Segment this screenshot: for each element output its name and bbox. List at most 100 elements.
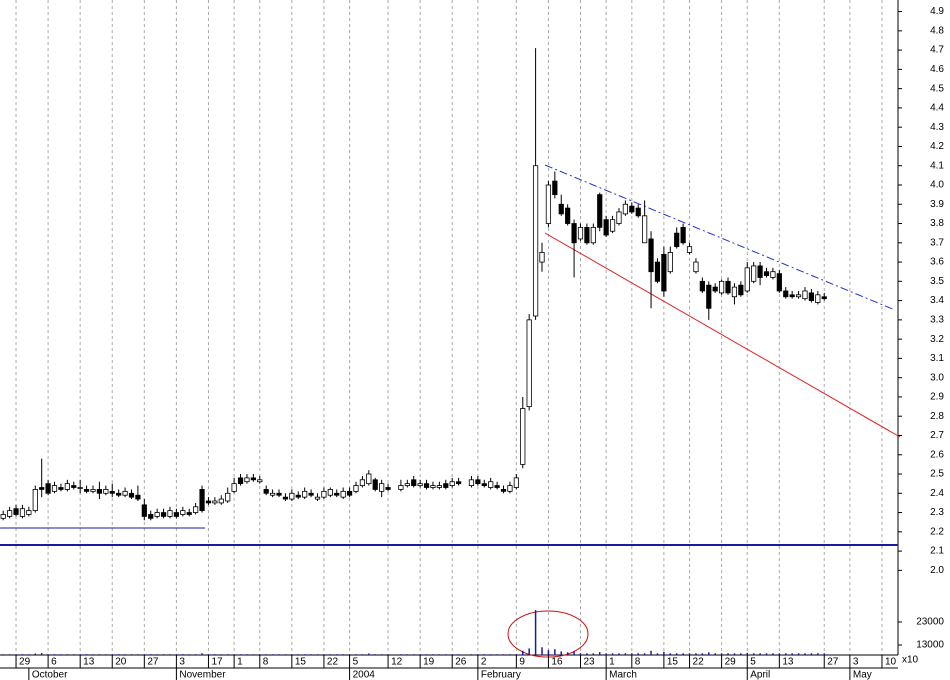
candle-body [699, 280, 705, 292]
candle-body [0, 514, 6, 519]
y-tick-label: 3.3 [930, 315, 944, 326]
candle-body [654, 261, 661, 282]
x-tick-label: 17 [211, 657, 223, 668]
candle-body [686, 246, 693, 253]
grid [15, 0, 883, 655]
candle-body [815, 294, 821, 303]
x-tick-label: 29 [19, 657, 31, 668]
y-tick-label: 3.8 [930, 218, 944, 229]
candle-body [436, 485, 442, 488]
x-tick-label: 5 [353, 657, 359, 668]
candle-body [289, 492, 295, 500]
y-tick-label: 4.8 [930, 25, 944, 36]
y-tick-label: 2.5 [930, 469, 944, 480]
candle-body [520, 408, 526, 465]
candle-body [359, 479, 366, 486]
candle-body [276, 492, 282, 496]
candle-body [282, 496, 289, 500]
x-tick-label: 15 [295, 657, 307, 668]
candle-body [423, 483, 430, 488]
x-tick-label: 3 [853, 657, 859, 668]
candle-body [366, 473, 372, 485]
y-tick-label: 3.4 [930, 295, 944, 306]
y-tick-label: 4.9 [930, 6, 944, 17]
candle-body [327, 489, 333, 496]
upper-trendline [544, 164, 896, 311]
candle-body [757, 265, 763, 278]
volume-tick-label: 23000 [916, 617, 944, 628]
candle-body [712, 286, 718, 292]
candle-body [558, 203, 564, 215]
candle-body [411, 479, 417, 486]
y-tick-label: 2.3 [930, 507, 944, 518]
candle-body [334, 492, 340, 496]
candle-body [308, 492, 314, 496]
x-tick-label: 27 [827, 657, 839, 668]
candle-body [340, 490, 346, 498]
candle-body [45, 483, 51, 494]
volume-tick-label: 13000 [916, 640, 944, 651]
x-tick-label: 9 [519, 657, 525, 668]
candle-body [321, 490, 327, 498]
candle-body [154, 512, 160, 517]
candle-body [32, 489, 38, 512]
candle-body [148, 514, 154, 519]
candle-body [738, 284, 744, 296]
candle-body [19, 508, 26, 517]
candle-body [314, 496, 321, 500]
y-tick-label: 4.0 [930, 180, 944, 191]
candle-body [39, 487, 45, 490]
x-tick-label: 1 [609, 657, 615, 668]
candle-body [193, 506, 199, 513]
candle-body [731, 286, 738, 298]
y-tick-label: 3.9 [930, 199, 944, 210]
candle-body [532, 165, 539, 317]
x-tick-label: 20 [115, 657, 127, 668]
candle-body [64, 483, 70, 490]
candle-body [475, 479, 481, 485]
candle-body [26, 510, 32, 515]
candle-body [622, 203, 628, 215]
candle-body [83, 489, 90, 492]
x-tick-label: 1 [237, 657, 243, 668]
x-tick-label: 23 [583, 657, 595, 668]
candle-body [58, 487, 64, 490]
candle-body [295, 494, 301, 498]
x-tick-label: 13 [782, 657, 794, 668]
candle-body [353, 485, 359, 492]
candle-body [103, 489, 109, 494]
y-tick-label: 4.6 [930, 64, 944, 75]
month-label: October [32, 670, 68, 680]
candle-body [468, 479, 475, 486]
candle-body [719, 280, 725, 294]
month-label: March [609, 670, 637, 680]
y-tick-label: 3.6 [930, 257, 944, 268]
candle-body [590, 226, 596, 244]
candle-body [135, 494, 141, 500]
y-tick-label: 4.1 [930, 160, 944, 171]
candle-body [577, 226, 584, 240]
candle-body [456, 481, 462, 485]
candle-body [167, 510, 173, 517]
candle-body [507, 485, 513, 492]
candle-body [379, 483, 385, 492]
x-tick-label: 27 [147, 657, 159, 668]
month-label: 2004 [353, 670, 376, 680]
y-tick-label: 4.4 [930, 103, 944, 114]
candle-body [667, 252, 673, 273]
candle-body [199, 489, 205, 512]
candle-body [597, 194, 603, 228]
candle-body [770, 271, 776, 278]
candle-body [821, 296, 827, 300]
x-tick-label: 22 [327, 657, 339, 668]
candle-body [109, 490, 115, 494]
x-tick-label: 8 [635, 657, 641, 668]
candle-body [744, 267, 750, 292]
x-tick-label: 12 [391, 657, 403, 668]
candle-body [674, 232, 680, 248]
candle-body [250, 477, 256, 481]
y-tick-label: 3.7 [930, 237, 944, 248]
candle-body [225, 492, 231, 502]
